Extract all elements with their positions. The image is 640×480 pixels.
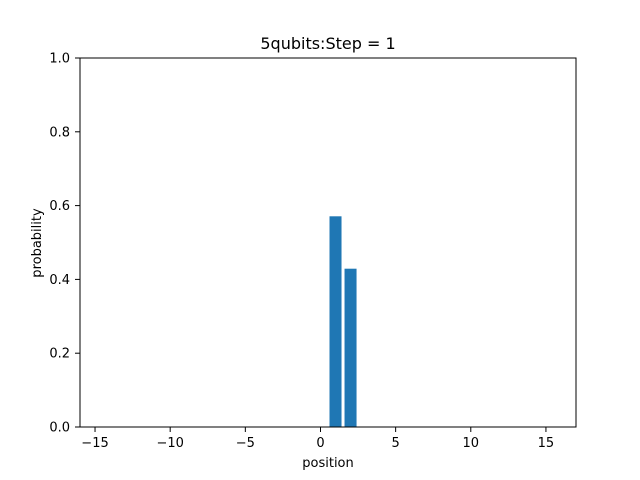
x-axis-label: position — [302, 456, 354, 471]
bar-position-2 — [344, 268, 357, 427]
y-tick-label: 0.6 — [49, 199, 70, 214]
x-tick-label: 10 — [463, 436, 480, 451]
y-tick-label: 0.4 — [49, 273, 70, 288]
y-axis-label: probability — [30, 208, 45, 278]
y-tick-label: 0.0 — [49, 421, 70, 436]
y-tick-label: 0.2 — [49, 347, 70, 362]
y-tick-label: 1.0 — [49, 52, 70, 67]
x-tick-label: −15 — [81, 436, 108, 451]
y-axis-ticks: 0.0 0.2 0.4 0.6 0.8 1.0 — [49, 52, 80, 436]
bar-position-1 — [329, 216, 342, 427]
chart-title: 5qubits:Step = 1 — [260, 34, 395, 53]
x-tick-label: 15 — [538, 436, 555, 451]
x-tick-label: −5 — [236, 436, 255, 451]
x-tick-label: −10 — [156, 436, 183, 451]
x-tick-label: 0 — [316, 436, 324, 451]
x-axis-ticks: −15 −10 −5 0 5 10 15 — [81, 427, 554, 451]
x-tick-label: 5 — [391, 436, 399, 451]
y-tick-label: 0.8 — [49, 125, 70, 140]
plot-frame — [79, 57, 577, 428]
bars-group — [329, 216, 357, 427]
